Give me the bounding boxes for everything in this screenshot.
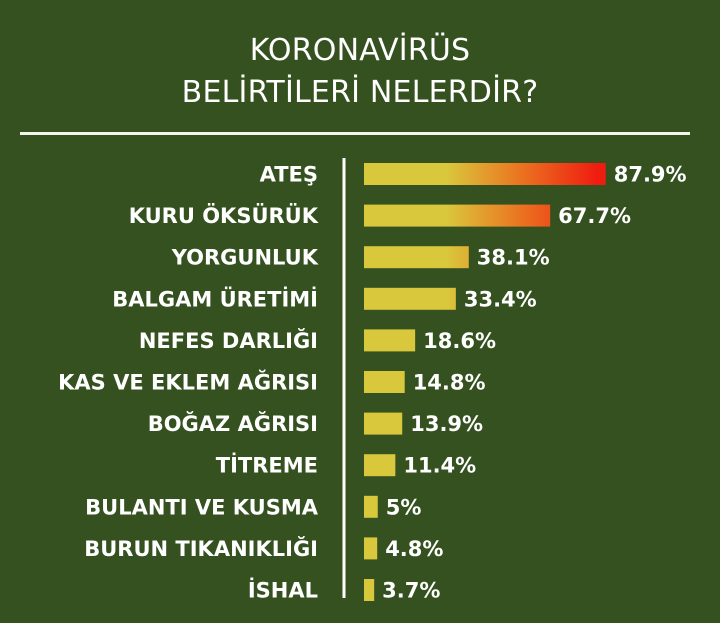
chart-rows: ATEŞ 87.9% KURU ÖKSÜRÜK 67.7% YORGUNLUK 38.1%… bbox=[58, 163, 686, 603]
category-label-kas-ve-eklem-ağrisi: KAS VE EKLEM AĞRISI bbox=[58, 370, 318, 395]
bar-ateş bbox=[364, 163, 606, 185]
bar-balgam-üreti-mi bbox=[364, 287, 456, 310]
value-label-bulanti-ve-kusma: 5% bbox=[386, 495, 422, 519]
category-label-boğaz-ağrisi: BOĞAZ AĞRISI bbox=[148, 411, 318, 436]
category-label-ateş: ATEŞ bbox=[260, 163, 318, 187]
bar-yorgunluk bbox=[364, 246, 469, 269]
category-label-i-shal: İSHAL bbox=[248, 578, 318, 603]
page-title: KORONAVİRÜS BELİRTİLERİ NELERDİR? bbox=[0, 30, 720, 114]
value-label-ateş: 87.9% bbox=[614, 163, 687, 187]
category-label-balgam-üreti-mi: BALGAM ÜRETİMİ bbox=[112, 286, 318, 311]
value-label-balgam-üreti-mi: 33.4% bbox=[464, 287, 537, 311]
bar-boğaz-ağrisi bbox=[364, 412, 403, 435]
value-label-boğaz-ağrisi: 13.9% bbox=[410, 412, 483, 436]
value-label-kuru-öksürük: 67.7% bbox=[558, 204, 631, 228]
category-label-nefes-darliği: NEFES DARLIĞI bbox=[139, 328, 318, 353]
category-label-ti-treme: TİTREME bbox=[216, 453, 318, 478]
value-label-kas-ve-eklem-ağrisi: 14.8% bbox=[413, 371, 486, 395]
title-divider bbox=[20, 132, 690, 135]
bar-burun-tikanikliği bbox=[364, 537, 378, 560]
title-line-2: BELİRTİLERİ NELERDİR? bbox=[181, 75, 539, 110]
bar-ti-treme bbox=[364, 454, 396, 477]
title-line-1: KORONAVİRÜS bbox=[249, 33, 471, 68]
category-label-burun-tikanikliği: BURUN TIKANIKLIĞI bbox=[84, 536, 318, 561]
bar-kuru-öksürük bbox=[364, 204, 551, 227]
bar-bulanti-ve-kusma bbox=[364, 495, 378, 518]
value-label-ti-treme: 11.4% bbox=[403, 454, 476, 478]
bar-kas-ve-eklem-ağrisi bbox=[364, 371, 405, 393]
value-label-nefes-darliği: 18.6% bbox=[423, 329, 496, 353]
category-label-yorgunluk: YORGUNLUK bbox=[171, 246, 319, 270]
category-label-bulanti-ve-kusma: BULANTI VE KUSMA bbox=[85, 495, 319, 519]
category-label-kuru-öksürük: KURU ÖKSÜRÜK bbox=[129, 203, 319, 228]
value-label-burun-tikanikliği: 4.8% bbox=[385, 537, 443, 561]
value-label-i-shal: 3.7% bbox=[382, 579, 440, 603]
value-label-yorgunluk: 38.1% bbox=[477, 246, 550, 270]
bar-i-shal bbox=[364, 579, 375, 601]
bar-nefes-darliği bbox=[364, 329, 416, 352]
